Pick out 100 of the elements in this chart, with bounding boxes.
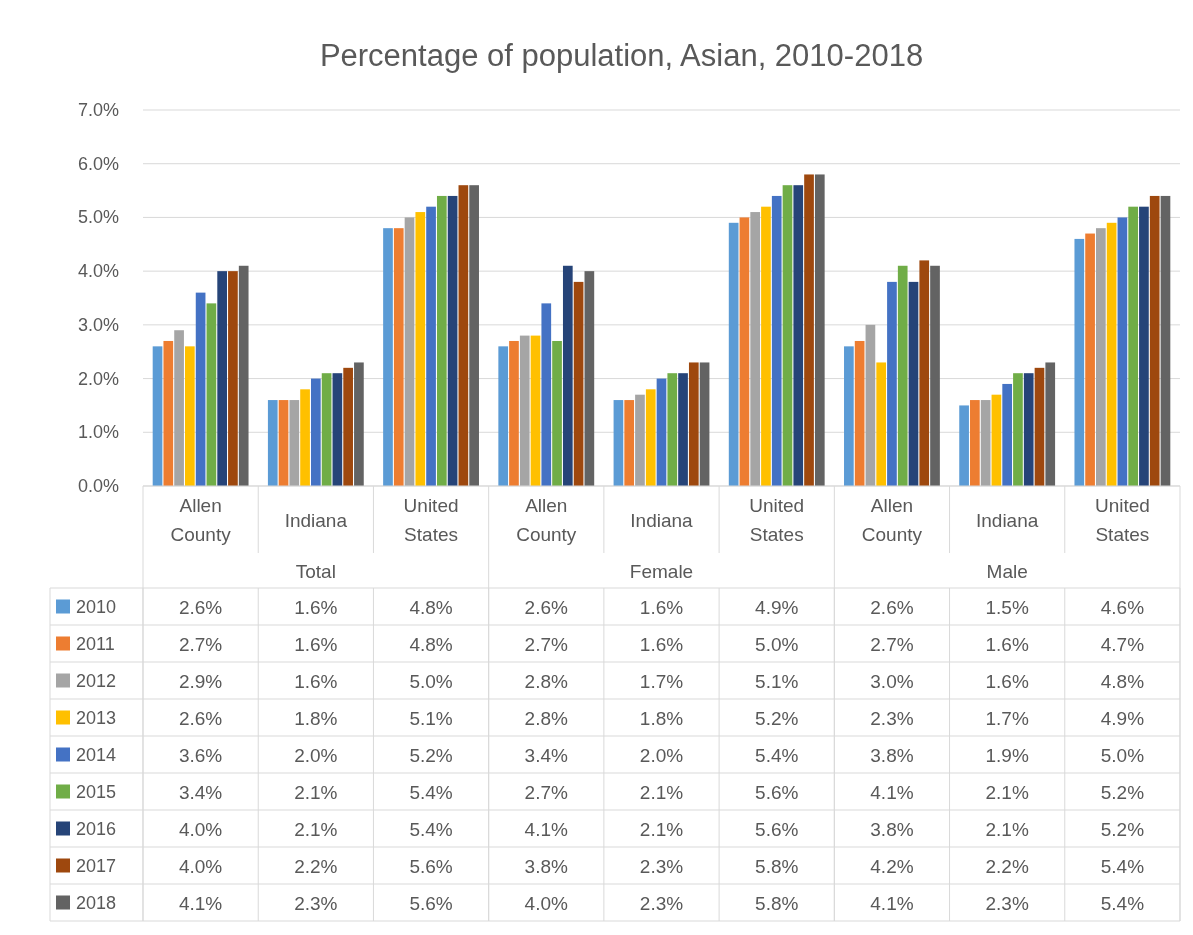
x-tick-label: Indiana [284, 509, 348, 531]
data-label: 4.2% [870, 855, 914, 877]
data-label: 2.7% [524, 781, 569, 803]
data-label: 2.7% [870, 633, 914, 655]
data-label: 2.1% [294, 818, 338, 840]
data-label: 5.6% [755, 781, 799, 803]
data-label: 2.8% [524, 707, 569, 729]
data-label: 4.9% [755, 596, 799, 618]
data-label: 4.8% [1100, 670, 1145, 692]
data-label: 4.8% [409, 596, 453, 618]
bar [970, 400, 980, 486]
bar [844, 346, 854, 486]
bar [635, 394, 645, 486]
data-label: 2.3% [639, 855, 684, 877]
data-label: 1.5% [985, 596, 1029, 618]
bar [404, 217, 415, 486]
text: Female [629, 560, 694, 582]
legend-label: 2013 [76, 707, 117, 728]
data-label: 4.0% [524, 892, 569, 914]
bar [887, 281, 897, 486]
data-label: 2.9% [178, 670, 223, 692]
bar [854, 340, 865, 486]
data-label: 5.6% [409, 855, 453, 877]
bar [469, 185, 479, 486]
bar [343, 367, 353, 486]
y-tick-label: 0.0% [77, 476, 119, 496]
data-label: 1.7% [985, 707, 1029, 729]
data-label: 4.1% [178, 892, 223, 914]
bar [174, 330, 184, 486]
data-label: 3.8% [870, 744, 914, 766]
data-label: 3.0% [870, 670, 914, 692]
data-label: 1.7% [639, 670, 684, 692]
data-label: 2.3% [639, 892, 684, 914]
bar [332, 373, 343, 486]
bar [321, 373, 332, 486]
bar [959, 405, 969, 486]
bar [278, 400, 289, 486]
bar [238, 265, 249, 486]
bar [530, 335, 541, 486]
bar [750, 212, 761, 486]
data-label: 2.0% [294, 744, 338, 766]
data-label: 5.4% [1100, 855, 1145, 877]
legend-label: 2014 [76, 744, 117, 765]
bar [980, 400, 991, 486]
data-label: 5.0% [755, 633, 799, 655]
bar [1013, 373, 1023, 486]
y-tick-label: 6.0% [77, 153, 119, 174]
bar [354, 362, 364, 486]
data-label: 5.4% [755, 744, 799, 766]
bar [804, 174, 814, 486]
data-label: 4.1% [870, 781, 914, 803]
legend-label: 2017 [76, 855, 117, 876]
data-label: 2.6% [524, 596, 569, 618]
y-tick-label: 2.0% [77, 368, 119, 389]
data-label: 1.6% [985, 670, 1029, 692]
legend-label: 2012 [76, 670, 117, 691]
data-label: 4.8% [409, 633, 453, 655]
bar [1160, 195, 1171, 486]
y-tick-label: 4.0% [77, 261, 119, 282]
data-label: 4.0% [178, 855, 223, 877]
data-label: 2.1% [985, 818, 1029, 840]
data-label: 5.2% [1100, 781, 1145, 803]
bar [897, 265, 908, 486]
bar [645, 389, 656, 486]
legend-label: 2018 [76, 892, 117, 913]
legend-label: 2015 [76, 781, 117, 802]
data-label: 2.1% [985, 781, 1029, 803]
legend-label: 2016 [76, 818, 117, 839]
data-label: 5.8% [755, 855, 799, 877]
bar [1045, 362, 1056, 486]
y-tick-label: 5.0% [77, 207, 119, 228]
bar [552, 340, 562, 486]
bar [919, 260, 930, 486]
bar [541, 303, 552, 486]
bar [613, 400, 624, 486]
text: Male [986, 560, 1028, 582]
bar [678, 373, 688, 486]
data-label: 2.7% [178, 633, 223, 655]
data-label: 4.0% [178, 818, 223, 840]
data-label: 5.1% [755, 670, 799, 692]
legend-label: 2011 [76, 633, 115, 654]
x-tick-label: Indiana [630, 509, 694, 531]
x-tick-label: Allen County [170, 495, 232, 545]
data-label: 5.4% [1100, 892, 1145, 914]
bar [793, 185, 804, 486]
data-label: 2.0% [639, 744, 684, 766]
bar [393, 228, 404, 486]
bar [436, 195, 447, 486]
data-label: 2.6% [870, 596, 914, 618]
data-label: 2.6% [178, 596, 223, 618]
data-label: 2.6% [178, 707, 223, 729]
bar [509, 340, 519, 486]
y-tick-label: 7.0% [77, 100, 119, 120]
x-tick-label: Indiana [975, 509, 1039, 531]
bar [865, 324, 876, 486]
x-tick-label: United States [749, 495, 805, 545]
data-label: 1.6% [294, 633, 338, 655]
bar [761, 206, 771, 486]
data-label: 4.6% [1100, 596, 1145, 618]
data-label: 5.4% [409, 781, 453, 803]
